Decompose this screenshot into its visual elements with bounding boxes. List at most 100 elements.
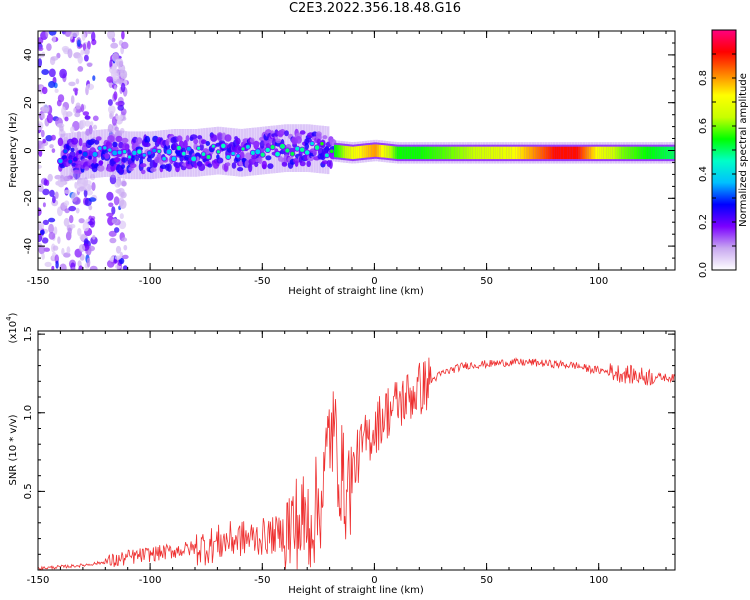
spectrogram-noise-blob: [38, 164, 42, 169]
spectrogram-noise-blob: [75, 207, 80, 214]
spectrogram-ridge-blob: [190, 134, 198, 140]
spectrogram-band-core: [585, 146, 588, 160]
spectrogram-band-core: [400, 146, 403, 160]
x-tick-label: 50: [480, 575, 493, 586]
spectrogram-noise-blob: [49, 189, 55, 197]
spectrogram-band-core: [370, 144, 372, 158]
spectrogram-ridge-blob: [140, 169, 146, 175]
spectrogram-noise-blob: [52, 245, 59, 251]
spectrogram-band-core: [587, 146, 590, 160]
spectrogram-ridge-blob: [136, 137, 143, 145]
spectrogram-noise-blob: [64, 189, 71, 194]
spectrogram-ridge-peak: [77, 149, 83, 155]
spectrogram-ridge-peak: [136, 148, 143, 155]
spectrogram-noise-blob: [68, 205, 77, 212]
spectrogram-noise-blob: [38, 245, 46, 255]
spectrogram-ridge-blob: [299, 130, 306, 135]
spectrogram-band-core: [601, 146, 604, 160]
spectrogram-halo: [125, 131, 128, 179]
spectrogram-noise-blob: [38, 234, 43, 243]
spectrogram-band-core: [484, 146, 487, 160]
spectrogram-band-core: [544, 146, 546, 160]
spectrogram-ridge-blob: [252, 141, 260, 146]
spectrogram-band-core: [409, 146, 412, 160]
spectrogram-band-core: [384, 145, 387, 158]
spectrogram-band-core: [465, 146, 468, 160]
spectrogram-noise-blob: [113, 196, 120, 206]
spectrogram-noise-blob: [106, 191, 114, 201]
spectrogram-ridge-peak: [146, 150, 152, 156]
spectrogram-ridge-blob: [258, 155, 263, 165]
spectrogram-band-core: [518, 146, 521, 160]
spectrogram-noise-blob: [81, 31, 86, 41]
spectrogram-band-core: [556, 146, 559, 160]
spectrogram-ridge-peak: [324, 152, 330, 159]
spectrogram-noise-blob: [120, 191, 127, 199]
spectrogram-ridge-blob: [210, 134, 218, 142]
spectrogram-band-core: [334, 144, 337, 158]
spectrogram-band-core: [413, 146, 415, 160]
spectrogram-band-core: [407, 146, 410, 160]
spectrogram-band-core: [669, 146, 672, 160]
spectrogram-band-core: [511, 146, 514, 160]
spectrogram-ridge-blob: [139, 163, 147, 168]
spectrogram-noise-blob: [38, 37, 44, 45]
spectrogram-band-core: [533, 146, 536, 160]
spectrogram-noise-blob: [61, 247, 65, 256]
spectrogram-noise-blob: [64, 116, 69, 122]
spectrogram-noise-blob: [114, 255, 122, 260]
spectrogram-band-core: [662, 146, 665, 160]
spectrogram-band-core: [414, 146, 417, 160]
spectrogram-band-core: [429, 146, 432, 160]
spectrogram-band-core: [574, 146, 577, 160]
spectrogram-noise-blob: [38, 221, 45, 230]
spectrogram-band-core: [497, 146, 500, 160]
spectrogram-ridge-blob: [216, 132, 224, 142]
spectrogram-noise-blob: [48, 31, 57, 36]
spectrogram-noise-blob: [115, 101, 122, 106]
spectrogram-noise-blob: [38, 58, 42, 68]
spectrogram-band-core: [375, 144, 378, 157]
spectrogram-ridge-peak: [245, 144, 251, 150]
spectrogram-noise-blob: [121, 31, 125, 40]
spectrogram-noise-blob: [73, 196, 81, 205]
spectrogram-ridge-blob: [183, 139, 188, 149]
spectrogram-band-core: [531, 146, 534, 160]
spectrogram-band-core: [527, 146, 530, 160]
spectrogram-ridge-blob: [167, 163, 172, 172]
spectrogram-ridge-peak: [122, 149, 128, 155]
spectrogram-noise-blob: [54, 191, 59, 199]
spectrogram-band-core: [348, 146, 351, 159]
spectrogram-ridge-blob: [89, 138, 96, 144]
spectrogram-ridge-peak: [240, 146, 246, 152]
spectrogram-band-core: [538, 146, 541, 160]
spectrogram-ridge-peak: [116, 149, 123, 156]
spectrogram-ridge-blob: [144, 135, 151, 144]
spectrogram-noise-blob: [80, 119, 86, 129]
snr-x-label: Height of straight line (km): [288, 585, 424, 596]
figure-title: C2E3.2022.356.18.48.G16: [288, 1, 462, 16]
spectrogram-ridge-peak: [269, 144, 276, 151]
spectrogram-noise-blob: [64, 208, 70, 214]
spectrogram-ridge-peak: [170, 155, 178, 162]
spectrogram-band-core: [431, 146, 433, 160]
spectrogram-ridge-peak: [151, 147, 157, 154]
spectrogram-band-core: [427, 146, 430, 160]
spectrogram-band-core: [411, 146, 414, 160]
spectrogram-panel: -150 -100 -50 0 50 100 -40 -20 0 20 40 Height of …: [8, 30, 676, 297]
y-tick-label: -20: [23, 190, 34, 206]
spectrogram-band-core: [522, 146, 525, 160]
spectrogram-noise-blob: [89, 265, 98, 270]
colorbar-tick-label: 0.4: [698, 166, 709, 182]
spectrogram-ridge-blob: [205, 141, 210, 146]
spectrogram-band-core: [475, 146, 478, 160]
spectrogram-band-core: [366, 145, 369, 158]
spectrogram-noise-blob: [71, 31, 80, 38]
spectrogram-x-label: Height of straight line (km): [288, 286, 424, 297]
spectrogram-ridge-blob: [261, 160, 267, 169]
spectrogram-band-core: [515, 146, 518, 160]
spectrogram-ridge-blob: [295, 136, 302, 144]
spectrogram-ridge-blob: [245, 152, 252, 160]
spectrogram-noise-blob: [77, 39, 81, 47]
spectrogram-band-core: [640, 146, 643, 160]
